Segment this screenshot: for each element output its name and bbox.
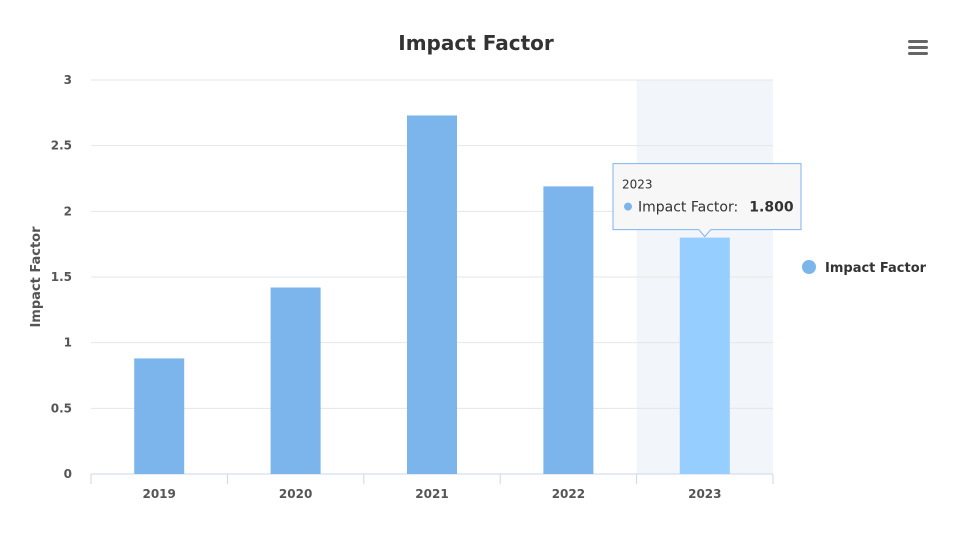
hamburger-menu-icon[interactable] (900, 32, 936, 62)
bar-2023 (679, 237, 730, 474)
y-axis-title: Impact Factor (29, 226, 44, 328)
bar-2022 (543, 186, 594, 474)
x-tick-label: 2022 (552, 487, 585, 501)
y-tick-label: 0 (64, 467, 72, 481)
x-tick-label: 2019 (142, 487, 175, 501)
y-tick-label: 0.5 (51, 401, 72, 415)
y-tick-label: 2 (64, 204, 72, 218)
x-tick-label: 2020 (279, 487, 312, 501)
tooltip-series-label: Impact Factor: (638, 200, 738, 216)
tooltip-value: 1.800 (749, 200, 794, 216)
plot-area: 0 0.5 1 1.5 2 2.5 3 2019 2020 2021 2022 2023 (51, 73, 774, 501)
tooltip-series-line: Impact Factor: 1.800 (638, 197, 794, 216)
bar-2020 (270, 287, 321, 474)
bar-2021 (407, 115, 457, 475)
tooltip: 2023 Impact Factor: 1.800 (612, 163, 802, 238)
y-tick-label: 1 (64, 336, 72, 350)
x-tick-label: 2023 (688, 487, 721, 501)
y-tick-label: 3 (64, 73, 72, 87)
chart-title: Impact Factor (398, 31, 554, 55)
tooltip-box (612, 163, 802, 238)
y-tick-label: 1.5 (51, 270, 72, 284)
tooltip-category: 2023 (622, 178, 653, 192)
legend-label[interactable]: Impact Factor (825, 261, 927, 276)
y-tick-label: 2.5 (51, 139, 72, 153)
x-tick-label: 2021 (415, 487, 448, 501)
legend-marker (802, 260, 816, 274)
bar-2019 (134, 358, 185, 474)
legend[interactable]: Impact Factor (802, 260, 927, 276)
tooltip-series-dot (624, 202, 632, 211)
